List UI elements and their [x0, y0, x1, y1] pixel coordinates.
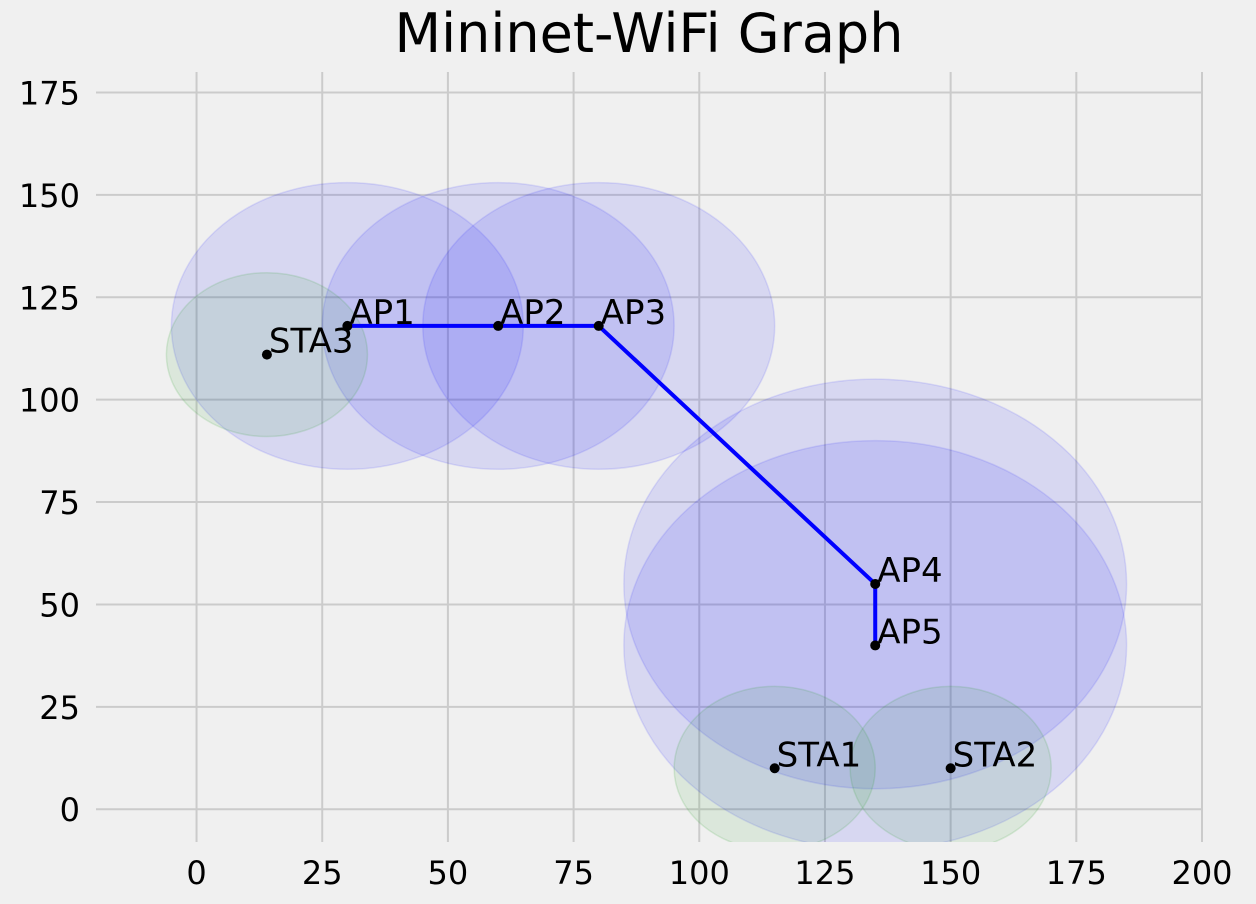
- y-tick-label-0: 0: [60, 791, 80, 829]
- node-ap2: [493, 320, 504, 331]
- node-sta2: [945, 763, 956, 774]
- chart-title: Mininet-WiFi Graph: [395, 2, 904, 65]
- node-ap1: [342, 320, 353, 331]
- node-ap5: [870, 640, 881, 651]
- label-sta1: STA1: [777, 735, 862, 775]
- node-sta3: [261, 349, 272, 360]
- y-tick-label-75: 75: [39, 484, 80, 522]
- label-ap1: AP1: [349, 293, 414, 333]
- label-sta2: STA2: [953, 735, 1038, 775]
- x-tick-label-25: 25: [302, 854, 343, 892]
- node-labels: AP1 AP2 AP3 AP4 AP5 STA1 STA2 STA3: [269, 293, 1037, 775]
- node-sta1: [769, 763, 780, 774]
- links: [345, 323, 878, 648]
- x-tick-label-150: 150: [920, 854, 981, 892]
- label-ap5: AP5: [877, 612, 942, 652]
- y-tick-label-50: 50: [39, 586, 80, 624]
- label-sta3: STA3: [269, 322, 354, 362]
- link-ap3-ap4: [596, 323, 878, 586]
- label-ap2: AP2: [500, 293, 565, 333]
- y-tick-label-150: 150: [19, 177, 80, 215]
- y-tick-label-100: 100: [19, 382, 80, 420]
- x-tick-label-125: 125: [794, 854, 855, 892]
- y-tick-label-125: 125: [19, 279, 80, 317]
- x-tick-label-200: 200: [1171, 854, 1232, 892]
- label-ap4: AP4: [877, 551, 942, 591]
- node-ap3: [593, 320, 604, 331]
- label-ap3: AP3: [601, 293, 666, 333]
- node-ap4: [870, 578, 881, 589]
- x-tick-label-100: 100: [669, 854, 730, 892]
- x-tick-label-50: 50: [428, 854, 469, 892]
- grid: [96, 72, 1203, 842]
- tick-labels: 0 25 50 75 100 125 150 175 200 0 25 50 75 100 125 150 17…: [19, 74, 1233, 892]
- y-tick-label-25: 25: [39, 689, 80, 727]
- x-tick-label-0: 0: [186, 854, 206, 892]
- x-tick-label-175: 175: [1046, 854, 1107, 892]
- nodes: [261, 320, 956, 774]
- x-tick-label-75: 75: [553, 854, 594, 892]
- y-tick-label-175: 175: [19, 74, 80, 112]
